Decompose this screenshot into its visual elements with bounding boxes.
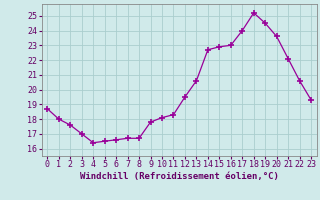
X-axis label: Windchill (Refroidissement éolien,°C): Windchill (Refroidissement éolien,°C) (80, 172, 279, 181)
